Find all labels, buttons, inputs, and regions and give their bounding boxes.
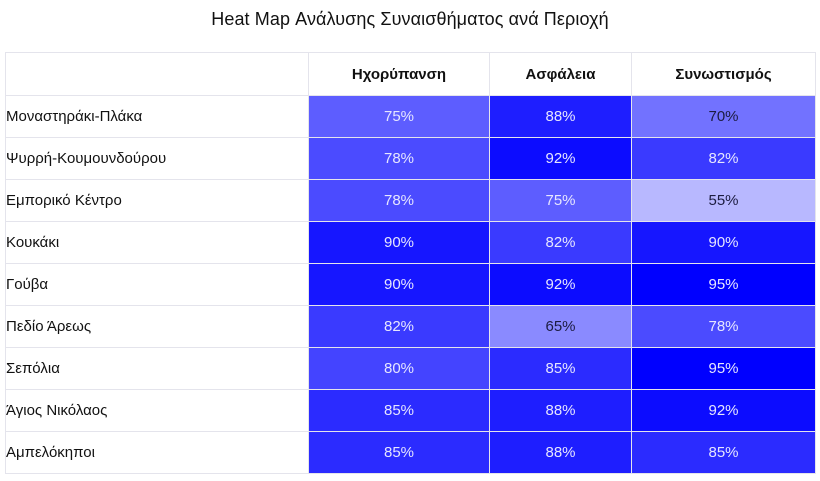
region-label: Αμπελόκηποι [5,431,309,474]
table-row: Ψυρρή-Κουμουνδούρου 78% 92% 82% [5,137,816,180]
heatmap-cell: 82% [631,137,816,180]
heatmap-cell: 82% [489,221,632,264]
table-row: Μοναστηράκι-Πλάκα 75% 88% 70% [5,95,816,138]
heatmap-cell: 85% [308,431,490,474]
table-row: Εμπορικό Κέντρο 78% 75% 55% [5,179,816,222]
table-row: Άγιος Νικόλαος 85% 88% 92% [5,389,816,432]
heatmap-cell: 95% [631,263,816,306]
region-label: Εμπορικό Κέντρο [5,179,309,222]
region-label: Σεπόλια [5,347,309,390]
column-header-noise: Ηχορύπανση [308,52,490,96]
column-header-crowding: Συνωστισμός [631,52,816,96]
heatmap-cell: 78% [631,305,816,348]
heatmap-cell: 90% [308,263,490,306]
heatmap-cell: 88% [489,431,632,474]
heatmap-cell: 85% [631,431,816,474]
heatmap-cell: 88% [489,389,632,432]
heatmap-cell: 75% [308,95,490,138]
region-label: Ψυρρή-Κουμουνδούρου [5,137,309,180]
corner-header [5,52,309,96]
region-label: Γούβα [5,263,309,306]
region-label: Μοναστηράκι-Πλάκα [5,95,309,138]
heatmap-cell: 92% [489,263,632,306]
heatmap-cell: 95% [631,347,816,390]
column-header-safety: Ασφάλεια [489,52,632,96]
heatmap-cell: 65% [489,305,632,348]
heatmap-cell: 82% [308,305,490,348]
table-row: Κουκάκι 90% 82% 90% [5,221,816,264]
heatmap-cell: 78% [308,179,490,222]
table-row: Αμπελόκηποι 85% 88% 85% [5,431,816,474]
heatmap-cell: 70% [631,95,816,138]
table-row: Πεδίο Άρεως 82% 65% 78% [5,305,816,348]
header-row: Ηχορύπανση Ασφάλεια Συνωστισμός [5,52,816,96]
heatmap-cell: 55% [631,179,816,222]
heatmap-cell: 85% [489,347,632,390]
heatmap-cell: 90% [631,221,816,264]
heatmap-table: Ηχορύπανση Ασφάλεια Συνωστισμός Μοναστηρ… [5,52,816,474]
heatmap-cell: 85% [308,389,490,432]
heatmap-cell: 90% [308,221,490,264]
heatmap-cell: 80% [308,347,490,390]
heatmap-cell: 88% [489,95,632,138]
table-row: Σεπόλια 80% 85% 95% [5,347,816,390]
region-label: Κουκάκι [5,221,309,264]
heatmap-cell: 92% [489,137,632,180]
table-row: Γούβα 90% 92% 95% [5,263,816,306]
chart-title: Heat Map Ανάλυσης Συναισθήματος ανά Περι… [211,9,609,29]
heatmap-cell: 92% [631,389,816,432]
heatmap-cell: 75% [489,179,632,222]
region-label: Άγιος Νικόλαος [5,389,309,432]
region-label: Πεδίο Άρεως [5,305,309,348]
heatmap-cell: 78% [308,137,490,180]
